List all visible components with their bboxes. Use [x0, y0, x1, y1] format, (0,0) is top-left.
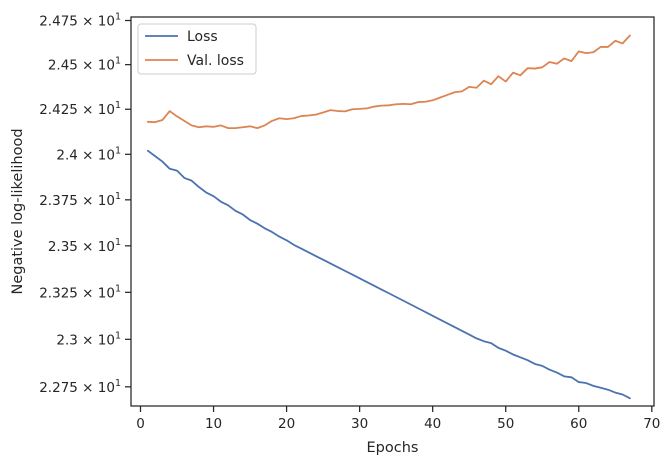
plot-area-frame: [130, 16, 655, 407]
y-axis-label: Negative log-likelihood: [10, 128, 26, 294]
series-layer: [146, 34, 631, 400]
x-tick-label: 10: [205, 416, 222, 432]
series-line-val-loss: [146, 34, 631, 130]
legend-entry-val-loss-label: Val. loss: [187, 53, 244, 69]
series-line-loss: [146, 149, 631, 400]
y-tick-label: 2.35 × 101: [48, 237, 121, 255]
y-tick-label: 2.475 × 101: [39, 12, 121, 30]
x-tick-label: 60: [570, 416, 587, 432]
legend-entry-loss-label: Loss: [187, 29, 218, 45]
x-tick-label: 30: [351, 416, 368, 432]
y-axis-ticks: 2.275 × 101 2.3 × 101 2.325 × 101 2.35 × 10…: [39, 12, 131, 396]
x-tick-label: 70: [643, 416, 660, 432]
legend: Loss Val. loss: [137, 23, 257, 75]
x-tick-label: 0: [136, 416, 145, 432]
x-axis-label: Epochs: [367, 440, 419, 456]
x-tick-label: 20: [278, 416, 295, 432]
y-tick-label: 2.425 × 101: [39, 100, 121, 118]
y-tick-label: 2.3 × 101: [56, 330, 121, 348]
x-tick-label: 40: [424, 416, 441, 432]
x-axis-ticks: 0 10 20 30 40 50 60 70: [136, 406, 660, 432]
y-tick-label: 2.375 × 101: [39, 191, 121, 209]
y-tick-label: 2.275 × 101: [39, 378, 121, 396]
y-tick-label: 2.4 × 101: [56, 145, 121, 163]
x-tick-label: 50: [497, 416, 514, 432]
y-tick-label: 2.325 × 101: [39, 283, 121, 301]
y-tick-label: 2.45 × 101: [48, 56, 121, 74]
